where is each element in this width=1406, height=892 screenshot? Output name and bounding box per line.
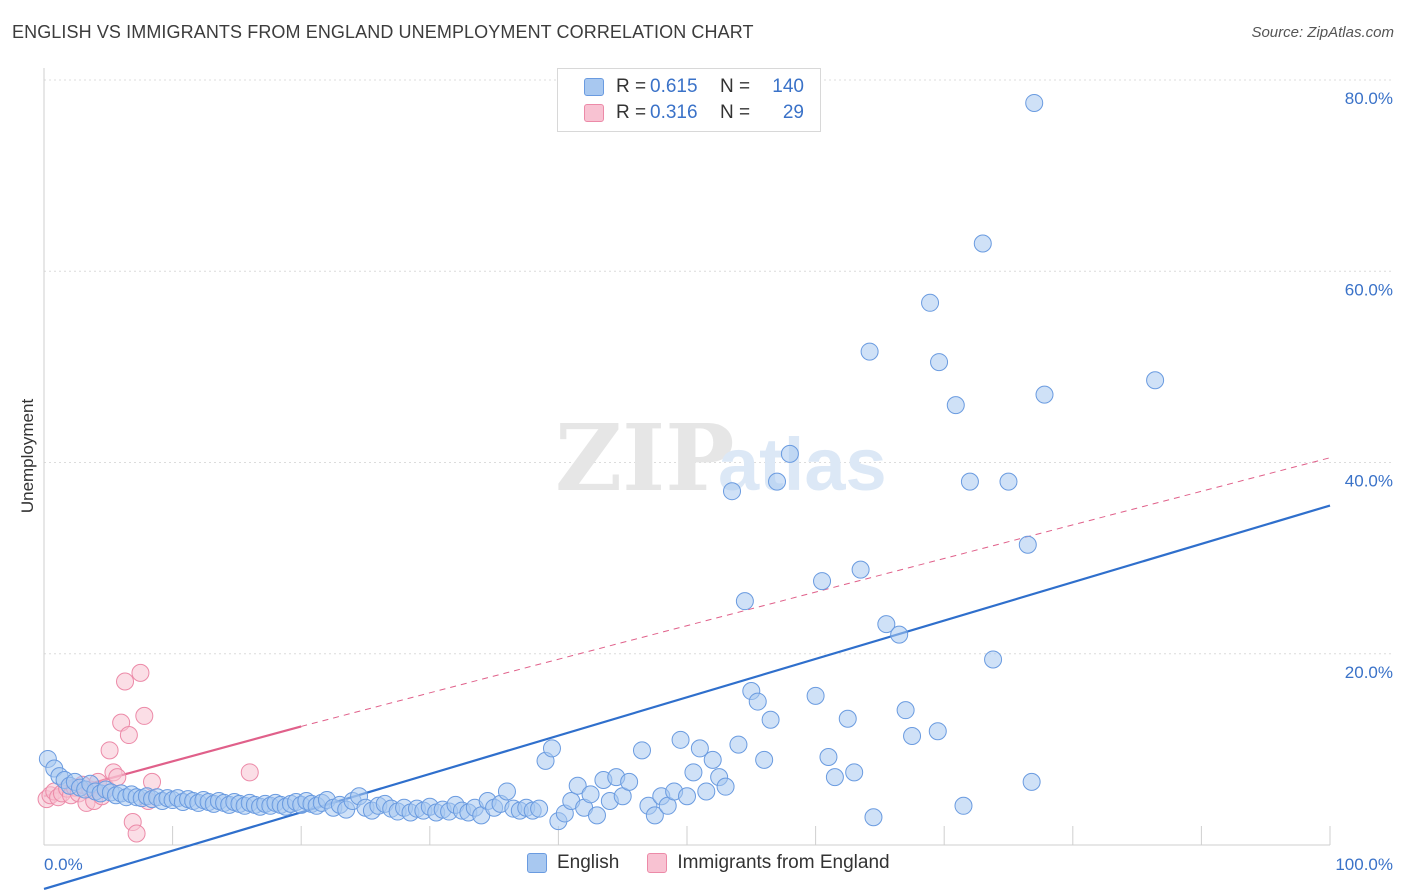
english-point [620, 772, 639, 791]
english-point [723, 482, 742, 501]
english-point [806, 686, 825, 705]
y-tick-label: 60.0% [1345, 280, 1393, 299]
english-point [587, 806, 606, 825]
trendlines [43, 457, 1331, 891]
english-point [542, 739, 561, 758]
english-point [921, 293, 940, 312]
legend-r-label: R = [616, 76, 647, 97]
english-point [954, 796, 973, 815]
legend-item-england[interactable]: Immigrants from England [647, 852, 890, 874]
y-tick-labels: 20.0% 40.0% 60.0% 80.0% [1345, 89, 1393, 682]
english-point [716, 777, 735, 796]
england-point [119, 726, 138, 745]
english-point [632, 741, 651, 760]
english-points [38, 93, 1165, 831]
legend-r-value: 0.316 [650, 102, 698, 123]
english-point [690, 739, 709, 758]
english-point [768, 472, 787, 491]
english-point [1035, 385, 1054, 404]
chart-title: ENGLISH VS IMMIGRANTS FROM ENGLAND UNEMP… [12, 22, 754, 42]
source-label: Source: ZipAtlas.com [1251, 24, 1394, 41]
english-point [684, 763, 703, 782]
x-tick-label-max: 100.0% [1335, 855, 1393, 874]
trendline-england [301, 457, 1331, 727]
legend-r-label: R = [616, 102, 647, 123]
english-point [497, 782, 516, 801]
english-point [946, 396, 965, 415]
english-point [838, 709, 857, 728]
england-point [116, 672, 135, 691]
english-point [930, 353, 949, 372]
legend-label-english: English [557, 852, 620, 873]
english-point [780, 444, 799, 463]
english-point [671, 730, 690, 749]
english-point [761, 710, 780, 729]
legend-n-value: 29 [782, 102, 804, 123]
legend-swatch-english [527, 853, 547, 873]
english-point [729, 735, 748, 754]
legend-swatch-english [584, 78, 604, 96]
english-point [864, 808, 883, 827]
english-point [703, 750, 722, 769]
english-point [896, 701, 915, 720]
english-point [581, 785, 600, 804]
english-point [819, 748, 838, 767]
english-point [960, 472, 979, 491]
english-point [851, 560, 870, 579]
english-point [1025, 93, 1044, 112]
english-point [1018, 535, 1037, 554]
legend-row-english: R = 0.615 N = 140 [584, 75, 804, 99]
legend-swatch-england [647, 853, 668, 873]
english-point [845, 763, 864, 782]
legend-n-label: N = [720, 102, 751, 123]
legend-item-english[interactable]: English [527, 852, 619, 874]
english-point [928, 722, 947, 741]
legend-n-value: 140 [772, 76, 804, 97]
england-point [131, 663, 150, 682]
english-point [530, 799, 549, 818]
axes [43, 68, 1331, 846]
legend-r-value: 0.615 [650, 76, 698, 97]
legend-n-label: N = [720, 76, 751, 97]
english-point [697, 782, 716, 801]
england-point [127, 824, 146, 843]
legend-label-england: Immigrants from England [677, 852, 890, 873]
english-point [568, 776, 587, 795]
english-point [973, 234, 992, 253]
england-point [240, 763, 259, 782]
english-point [678, 787, 696, 806]
english-point [645, 806, 664, 825]
england-point [135, 706, 154, 725]
watermark-zip: ZIP [555, 404, 734, 512]
x-tick-label-min: 0.0% [44, 855, 83, 874]
trendline-english [43, 504, 1331, 891]
english-point [877, 615, 896, 634]
england-point [100, 741, 119, 760]
english-point [890, 625, 909, 644]
watermark-atlas: atlas [718, 423, 887, 506]
english-point [903, 726, 922, 745]
england-points [37, 663, 259, 843]
legend-row-england: R = 0.316 N = 29 [584, 101, 804, 125]
english-point [1022, 772, 1041, 791]
english-point [984, 650, 1003, 669]
english-point [825, 768, 844, 787]
gridlines [44, 79, 1393, 655]
english-point [813, 572, 832, 591]
legend-swatch-england [584, 104, 604, 122]
english-point [735, 592, 754, 611]
english-point [755, 750, 774, 769]
y-tick-label: 20.0% [1345, 663, 1393, 682]
legend-series: English Immigrants from England [527, 852, 918, 874]
y-tick-label: 80.0% [1345, 89, 1393, 108]
english-point [860, 342, 879, 361]
legend-stats: R = 0.615 N = 140 R = 0.316 N = 29 [557, 68, 821, 132]
english-point [1146, 371, 1165, 390]
english-point [748, 692, 767, 711]
english-point [999, 472, 1018, 491]
y-tick-label: 40.0% [1345, 472, 1393, 491]
